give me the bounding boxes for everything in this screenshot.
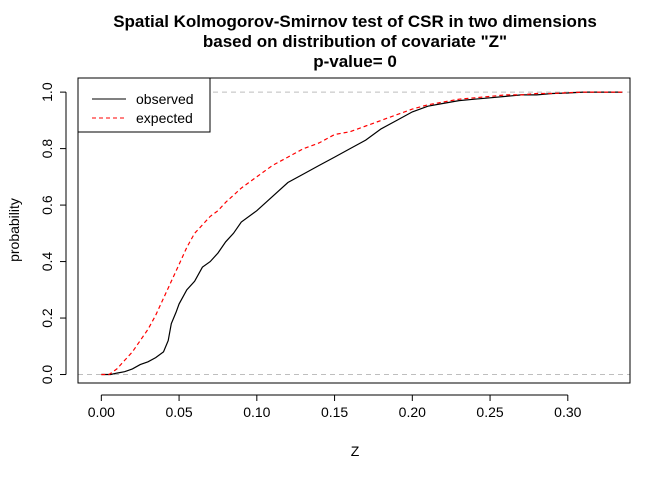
legend-box (77, 77, 211, 133)
y-tick-label: 0.0 (39, 365, 55, 385)
x-tick-label: 0.20 (399, 404, 426, 420)
legend: observed expected (77, 77, 211, 133)
y-tick-label: 0.6 (39, 195, 55, 215)
series-layer (101, 91, 623, 376)
x-tick-label: 0.30 (554, 404, 581, 420)
chart-title-line-2: based on distribution of covariate "Z" (203, 32, 507, 51)
y-tick-label: 1.0 (39, 82, 55, 102)
x-tick-label: 0.25 (476, 404, 503, 420)
x-axis-label: Z (351, 443, 360, 459)
x-tick-label: 0.05 (165, 404, 192, 420)
plot-frame (77, 77, 631, 384)
y-axis-label: probability (6, 198, 22, 262)
legend-expected-label: expected (136, 110, 193, 126)
chart-title-line-1: Spatial Kolmogorov-Smirnov test of CSR i… (113, 12, 597, 31)
legend-observed-label: observed (136, 91, 194, 107)
reference-lines (78, 91, 630, 376)
x-tick-label: 0.15 (321, 404, 348, 420)
y-tick-label: 0.2 (39, 308, 55, 328)
y-tick-label: 0.4 (39, 252, 55, 272)
series-line-observed (101, 91, 623, 376)
chart-title-line-3: p-value= 0 (313, 52, 397, 71)
series-line-expected (101, 91, 623, 376)
y-axis: 0.0 0.2 0.4 0.6 0.8 1.0 (39, 82, 67, 385)
x-tick-label: 0.00 (88, 404, 115, 420)
y-tick-label: 0.8 (39, 139, 55, 159)
x-axis: 0.00 0.05 0.10 0.15 0.20 0.25 0.30 (88, 394, 582, 420)
x-tick-label: 0.10 (243, 404, 270, 420)
